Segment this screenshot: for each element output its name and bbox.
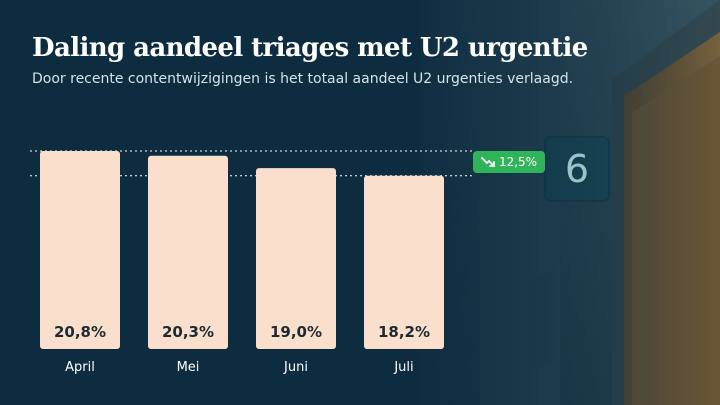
trend-down-icon xyxy=(481,156,495,168)
bar-april xyxy=(40,151,120,349)
change-badge: 12,5% xyxy=(473,151,545,173)
bar-value-label: 20,3% xyxy=(162,323,214,341)
bar-juli xyxy=(364,175,444,349)
category-label: Mei xyxy=(177,360,200,375)
category-label: Juni xyxy=(283,360,308,375)
room-number-text: 6 xyxy=(564,147,590,191)
bar-mei xyxy=(148,155,228,349)
category-label: Juli xyxy=(393,360,413,375)
room-number-sign: 6 xyxy=(553,145,601,193)
bar-value-label: 18,2% xyxy=(378,323,430,341)
bar-value-label: 19,0% xyxy=(270,323,322,341)
bar-juni xyxy=(256,168,336,349)
slide-title: Daling aandeel triages met U2 urgentie xyxy=(32,33,588,63)
slide-subtitle: Door recente contentwijzigingen is het t… xyxy=(32,71,574,87)
category-label: April xyxy=(65,360,95,375)
change-badge-text: 12,5% xyxy=(498,155,538,169)
bar-value-label: 20,8% xyxy=(54,323,106,341)
